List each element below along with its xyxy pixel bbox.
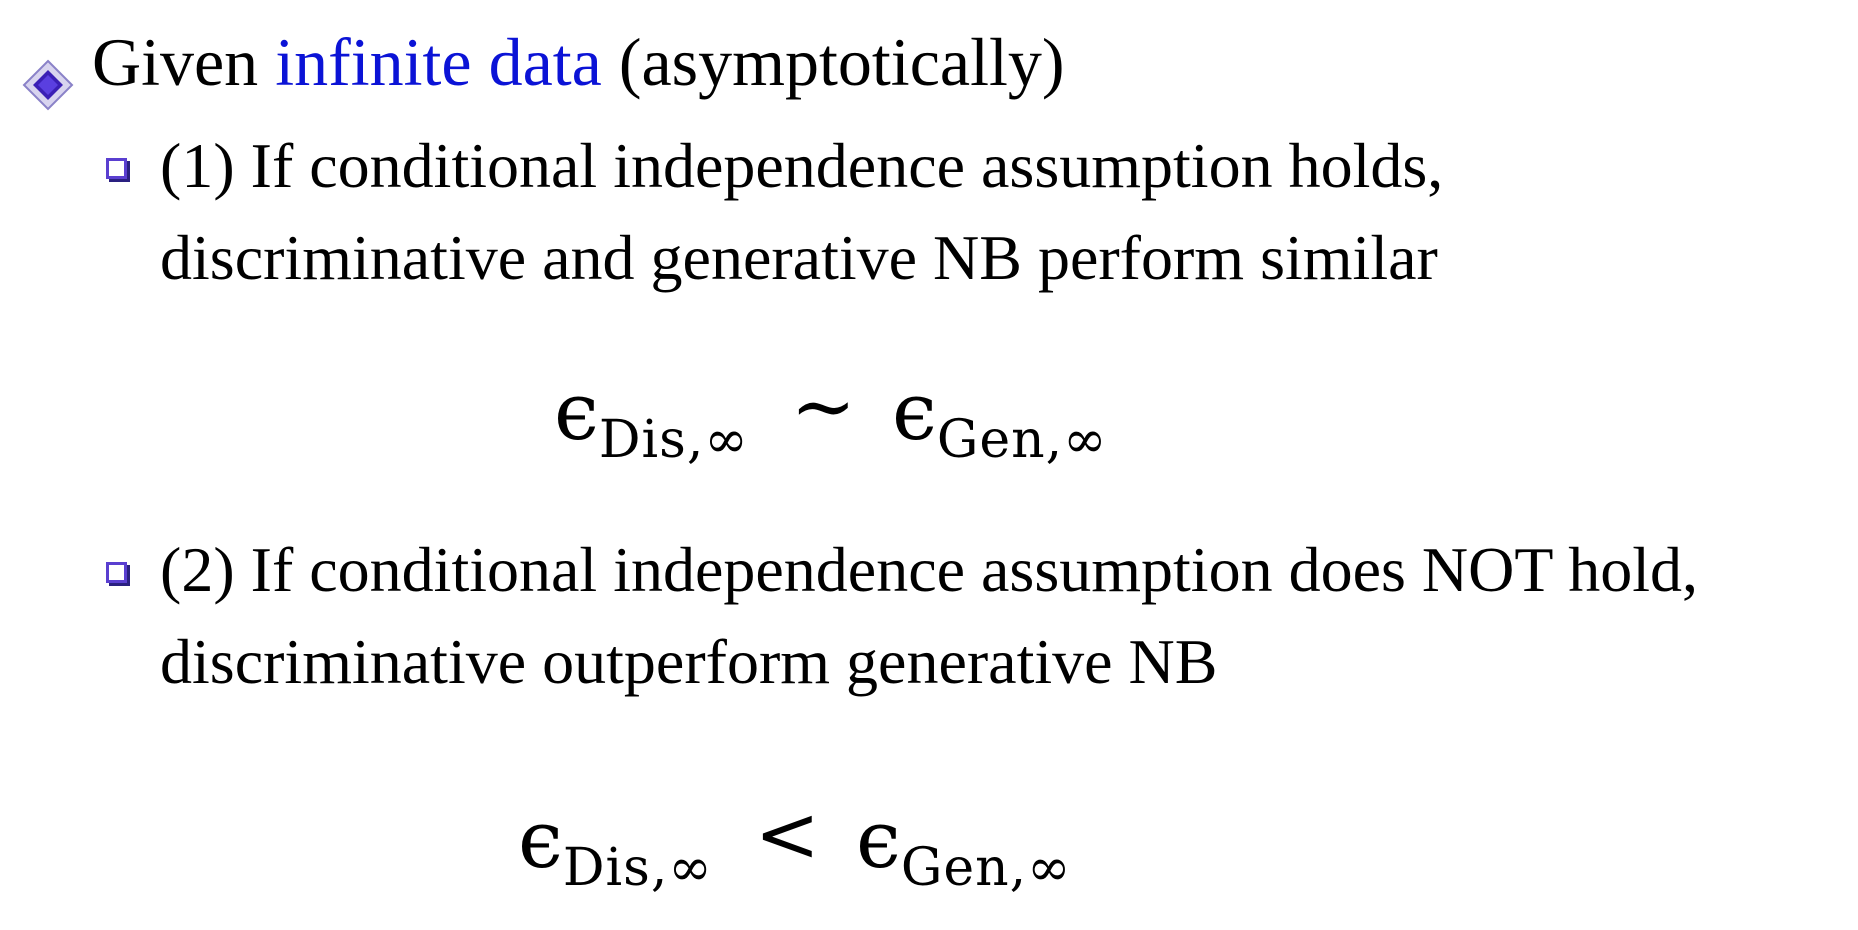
relation-symbol: ∼: [790, 362, 857, 452]
bullet-text: Given infinite data (asymptotically): [92, 18, 1065, 106]
epsilon-symbol: ϵ: [892, 365, 937, 458]
subscript-gen: Gen,∞: [900, 838, 1072, 898]
square-bullet-icon: [106, 158, 127, 179]
sub-bullet-line: (2) If conditional independence assumpti…: [160, 534, 1699, 605]
square-bullet-icon: [106, 562, 127, 583]
bullet-prefix: Given: [92, 24, 276, 100]
highlight-text: infinite data: [275, 24, 602, 100]
sub-bullet-text: (1) If conditional independence assumpti…: [160, 120, 1840, 304]
epsilon-symbol: ϵ: [856, 793, 901, 886]
subscript-dis: Dis,∞: [598, 410, 749, 470]
subscript-gen: Gen,∞: [936, 410, 1108, 470]
sub-bullet-line: discriminative and generative NB perform…: [160, 222, 1438, 293]
bullet-suffix: (asymptotically): [601, 24, 1065, 100]
epsilon-symbol: ϵ: [554, 365, 599, 458]
relation-symbol: <: [754, 790, 821, 880]
epsilon-symbol: ϵ: [518, 793, 563, 886]
sub-bullet-line: (1) If conditional independence assumpti…: [160, 130, 1444, 201]
subscript-dis: Dis,∞: [562, 838, 713, 898]
sub-bullet-text: (2) If conditional independence assumpti…: [160, 524, 1840, 708]
equation-outperform: ϵDis,∞ < ϵGen,∞: [518, 796, 1072, 894]
equation-similar: ϵDis,∞ ∼ ϵGen,∞: [554, 368, 1108, 466]
sub-bullet-line: discriminative outperform generative NB: [160, 626, 1218, 697]
diamond-bullet-icon: [22, 44, 74, 111]
